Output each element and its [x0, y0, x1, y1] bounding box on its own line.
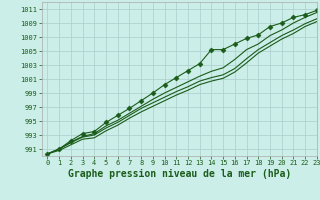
X-axis label: Graphe pression niveau de la mer (hPa): Graphe pression niveau de la mer (hPa) [68, 169, 291, 179]
